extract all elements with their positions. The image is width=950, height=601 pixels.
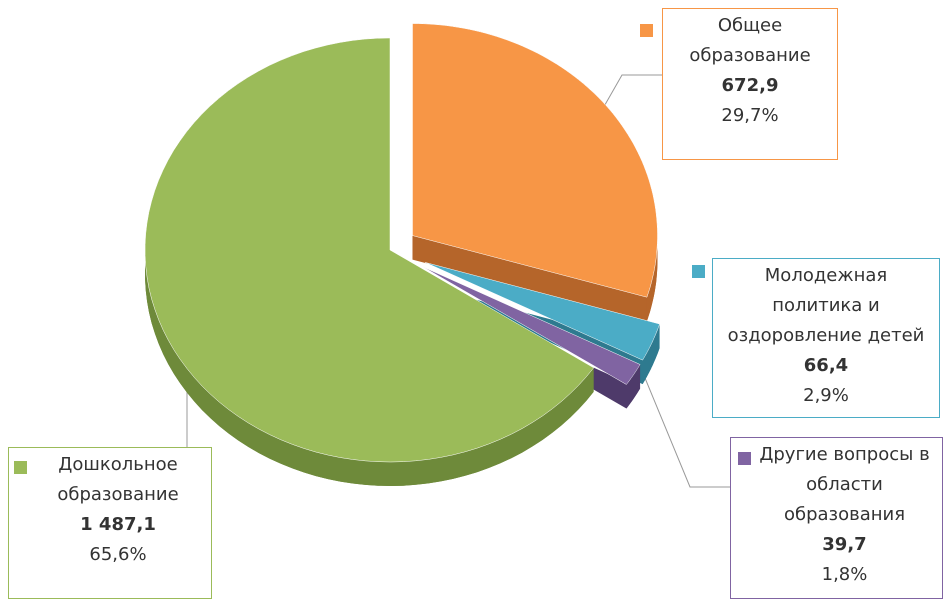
percent-label: 29,7% <box>721 105 779 126</box>
category-label: Молодежная политика и оздоровление детей <box>727 265 925 346</box>
value-label: 672,9 <box>721 75 779 96</box>
slice-side <box>626 364 641 409</box>
category-label: Общее образование <box>689 15 811 66</box>
data-label: Дошкольное образование 1 487,1 65,6% <box>8 447 212 599</box>
legend-swatch <box>692 265 705 278</box>
value-label: 66,4 <box>803 355 849 376</box>
legend-swatch <box>14 461 27 474</box>
category-label: Дошкольное образование <box>57 454 179 505</box>
slice <box>425 262 660 361</box>
leader-line <box>644 377 730 488</box>
slice <box>144 37 595 463</box>
slice <box>412 23 658 298</box>
category-label: Другие вопросы в области образования <box>759 444 930 525</box>
legend-swatch <box>738 452 751 465</box>
slice-tops <box>144 23 660 463</box>
slice <box>422 266 641 385</box>
slice-side <box>642 324 660 385</box>
data-label: Общее образование 672,9 29,7% <box>662 8 838 160</box>
value-label: 39,7 <box>822 534 867 555</box>
legend-swatch <box>640 24 653 37</box>
percent-label: 2,9% <box>803 385 849 406</box>
data-label: Молодежная политика и оздоровление детей… <box>712 258 940 418</box>
percent-label: 1,8% <box>821 564 868 585</box>
value-label: 1 487,1 <box>80 514 156 535</box>
percent-label: 65,6% <box>89 544 147 565</box>
data-label: Другие вопросы в области образования 39,7… <box>730 437 943 599</box>
